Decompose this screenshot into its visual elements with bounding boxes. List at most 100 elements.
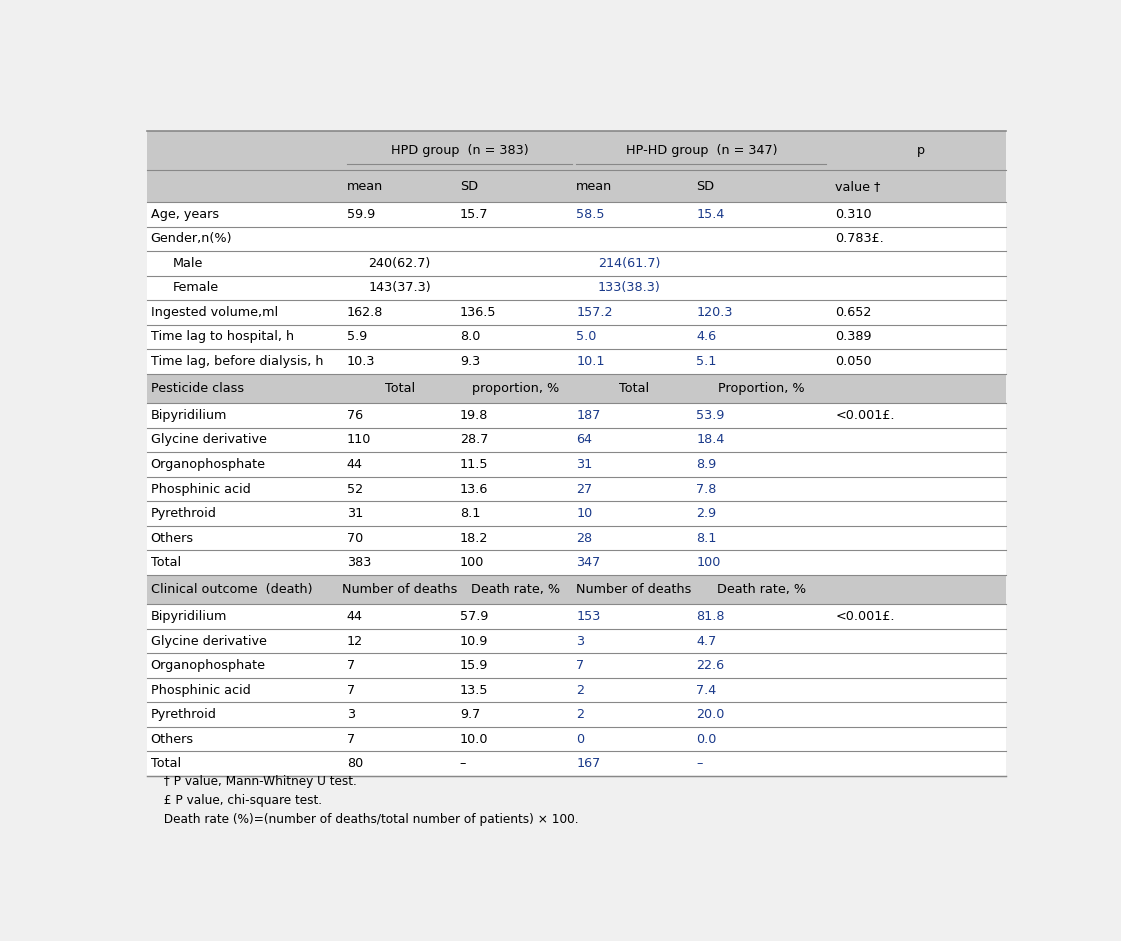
Text: 58.5: 58.5 [576, 208, 604, 221]
Text: Death rate, %: Death rate, % [716, 583, 806, 596]
Text: HP-HD group  (n = 347): HP-HD group (n = 347) [626, 144, 777, 157]
Text: 20.0: 20.0 [696, 708, 724, 721]
Text: Pyrethroid: Pyrethroid [150, 507, 216, 520]
Bar [147, 374, 1007, 403]
Text: 100: 100 [696, 556, 721, 569]
Text: 44: 44 [346, 458, 363, 471]
Text: Death rate, %: Death rate, % [471, 583, 560, 596]
Text: 10.3: 10.3 [346, 355, 376, 368]
Text: 10.9: 10.9 [460, 634, 489, 647]
Text: 9.3: 9.3 [460, 355, 480, 368]
Bar [147, 575, 1007, 604]
Text: Glycine derivative: Glycine derivative [150, 634, 267, 647]
Text: Total: Total [385, 382, 415, 395]
Text: 8.1: 8.1 [696, 532, 716, 545]
Text: 10.0: 10.0 [460, 733, 489, 745]
Bar [147, 325, 1007, 349]
Text: Proportion, %: Proportion, % [717, 382, 805, 395]
Bar [147, 726, 1007, 751]
Text: 53.9: 53.9 [696, 409, 724, 422]
Text: 19.8: 19.8 [460, 409, 489, 422]
Text: 136.5: 136.5 [460, 306, 497, 319]
Text: 7: 7 [346, 683, 355, 696]
Text: 7.8: 7.8 [696, 483, 716, 496]
Text: 8.1: 8.1 [460, 507, 480, 520]
Text: 11.5: 11.5 [460, 458, 489, 471]
Text: 59.9: 59.9 [346, 208, 376, 221]
Text: proportion, %: proportion, % [472, 382, 559, 395]
Text: 5.1: 5.1 [696, 355, 716, 368]
Text: 3: 3 [346, 708, 355, 721]
Text: Death rate (%)=(number of deaths/total number of patients) × 100.: Death rate (%)=(number of deaths/total n… [156, 813, 578, 826]
Text: 143(37.3): 143(37.3) [369, 281, 432, 295]
Text: 100: 100 [460, 556, 484, 569]
Text: –: – [696, 758, 703, 770]
Text: Total: Total [150, 556, 180, 569]
Text: 2: 2 [576, 708, 584, 721]
Text: Organophosphate: Organophosphate [150, 458, 266, 471]
Bar [147, 702, 1007, 726]
Bar [147, 751, 1007, 776]
Bar [147, 477, 1007, 502]
Text: Glycine derivative: Glycine derivative [150, 434, 267, 446]
Text: 64: 64 [576, 434, 592, 446]
Text: 31: 31 [576, 458, 593, 471]
Text: 81.8: 81.8 [696, 610, 724, 623]
Text: 383: 383 [346, 556, 371, 569]
Text: 10.1: 10.1 [576, 355, 604, 368]
Text: 28: 28 [576, 532, 592, 545]
Text: Number of deaths: Number of deaths [342, 583, 457, 596]
Text: 15.9: 15.9 [460, 659, 489, 672]
Text: 8.0: 8.0 [460, 330, 480, 343]
Text: 162.8: 162.8 [346, 306, 383, 319]
Text: 18.2: 18.2 [460, 532, 489, 545]
Text: 4.6: 4.6 [696, 330, 716, 343]
Text: SD: SD [696, 180, 714, 193]
Text: 0.783£.: 0.783£. [835, 232, 883, 246]
Text: 15.4: 15.4 [696, 208, 724, 221]
Bar [147, 202, 1007, 227]
Text: † P value, Mann-Whitney U test.: † P value, Mann-Whitney U test. [156, 775, 356, 789]
Text: 0: 0 [576, 733, 584, 745]
Text: 57.9: 57.9 [460, 610, 489, 623]
Text: Female: Female [173, 281, 219, 295]
Text: Ingested volume,ml: Ingested volume,ml [150, 306, 278, 319]
Text: 0.310: 0.310 [835, 208, 872, 221]
Text: 3: 3 [576, 634, 584, 647]
Bar [147, 629, 1007, 653]
Bar [147, 251, 1007, 276]
Bar [147, 349, 1007, 374]
Text: –: – [460, 758, 466, 770]
Text: 52: 52 [346, 483, 363, 496]
Text: Others: Others [150, 733, 194, 745]
Text: 9.7: 9.7 [460, 708, 480, 721]
Text: 7: 7 [346, 733, 355, 745]
Text: 76: 76 [346, 409, 363, 422]
Text: 0.652: 0.652 [835, 306, 871, 319]
Text: 15.7: 15.7 [460, 208, 489, 221]
Text: 44: 44 [346, 610, 363, 623]
Bar [147, 653, 1007, 678]
Bar [147, 227, 1007, 251]
Text: Bipyridilium: Bipyridilium [150, 610, 226, 623]
Text: 31: 31 [346, 507, 363, 520]
Bar [147, 276, 1007, 300]
Text: Age, years: Age, years [150, 208, 219, 221]
Text: p: p [917, 144, 925, 157]
Text: Organophosphate: Organophosphate [150, 659, 266, 672]
Text: SD: SD [460, 180, 478, 193]
Text: 2.9: 2.9 [696, 507, 716, 520]
Text: Pesticide class: Pesticide class [150, 382, 243, 395]
Text: 4.7: 4.7 [696, 634, 716, 647]
Text: mean: mean [346, 180, 383, 193]
Bar [147, 453, 1007, 477]
Text: 240(62.7): 240(62.7) [369, 257, 430, 270]
Text: 7: 7 [576, 659, 584, 672]
Text: 0.0: 0.0 [696, 733, 716, 745]
Text: 167: 167 [576, 758, 601, 770]
Text: Gender,n(%): Gender,n(%) [150, 232, 232, 246]
Bar [147, 550, 1007, 575]
Text: 347: 347 [576, 556, 601, 569]
Text: 120.3: 120.3 [696, 306, 733, 319]
Bar [147, 403, 1007, 428]
